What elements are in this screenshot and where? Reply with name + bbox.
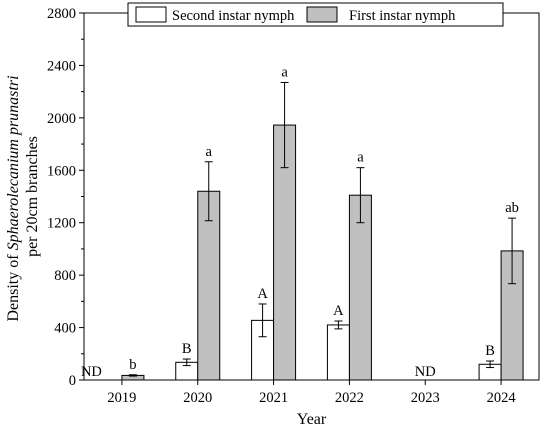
significance-letter: a (206, 144, 213, 160)
bars (121, 81, 524, 381)
y-tick-label: 800 (54, 268, 76, 284)
significance-letter: A (333, 303, 344, 319)
y-axis-title-line2: per 20cm branches (24, 136, 41, 257)
significance-letter: ab (505, 200, 519, 216)
y-axis-title-species: Sphaerolecanium prunastri (5, 75, 22, 250)
bar (326, 324, 350, 381)
y-tick-label: 2800 (47, 6, 76, 22)
significance-letter: B (182, 341, 192, 357)
legend-label: Second instar nymph (172, 8, 295, 24)
legend-label: First instar nymph (349, 8, 456, 24)
x-axis-title: Year (297, 411, 327, 428)
y-axis-title: Density of Sphaerolecanium prunastri per… (5, 71, 41, 321)
y-axis-title-prefix: Density of (5, 250, 22, 321)
significance-letter: a (281, 64, 288, 80)
y-tick-label: 2400 (47, 58, 76, 74)
x-tick-label: 2022 (335, 390, 364, 406)
x-tick-label: 2019 (107, 390, 136, 406)
significance-letter: ND (81, 364, 102, 380)
x-tick-label: 2021 (259, 390, 288, 406)
significance-letter: a (357, 150, 364, 166)
y-tick-label: 2000 (47, 111, 76, 127)
x-tick-label: 2020 (183, 390, 212, 406)
y-tick-label: 1600 (47, 163, 76, 179)
legend: Second instar nymph First instar nymph (127, 2, 504, 27)
x-tick-label: 2023 (411, 390, 440, 406)
y-tick-label: 1200 (47, 216, 76, 232)
legend-swatch (135, 6, 167, 23)
y-axis-title-line1: Density of Sphaerolecanium prunastri (5, 75, 22, 321)
y-tick-label: 0 (69, 373, 76, 389)
legend-swatch (306, 6, 338, 23)
significance-letter: A (257, 286, 268, 302)
significance-letter: b (129, 357, 136, 373)
x-tick-label: 2024 (487, 390, 517, 406)
axes: 0 400 800 1200 1600 2000 2400 2800 2019 2020 2021 2… (47, 6, 540, 406)
plot-frame (83, 12, 540, 381)
significance-letter: ND (415, 364, 436, 380)
significance-letter: B (485, 343, 495, 359)
y-tick-label: 400 (54, 321, 76, 337)
significance-letters: ND B A A ND Bb a a a ab (81, 64, 519, 380)
